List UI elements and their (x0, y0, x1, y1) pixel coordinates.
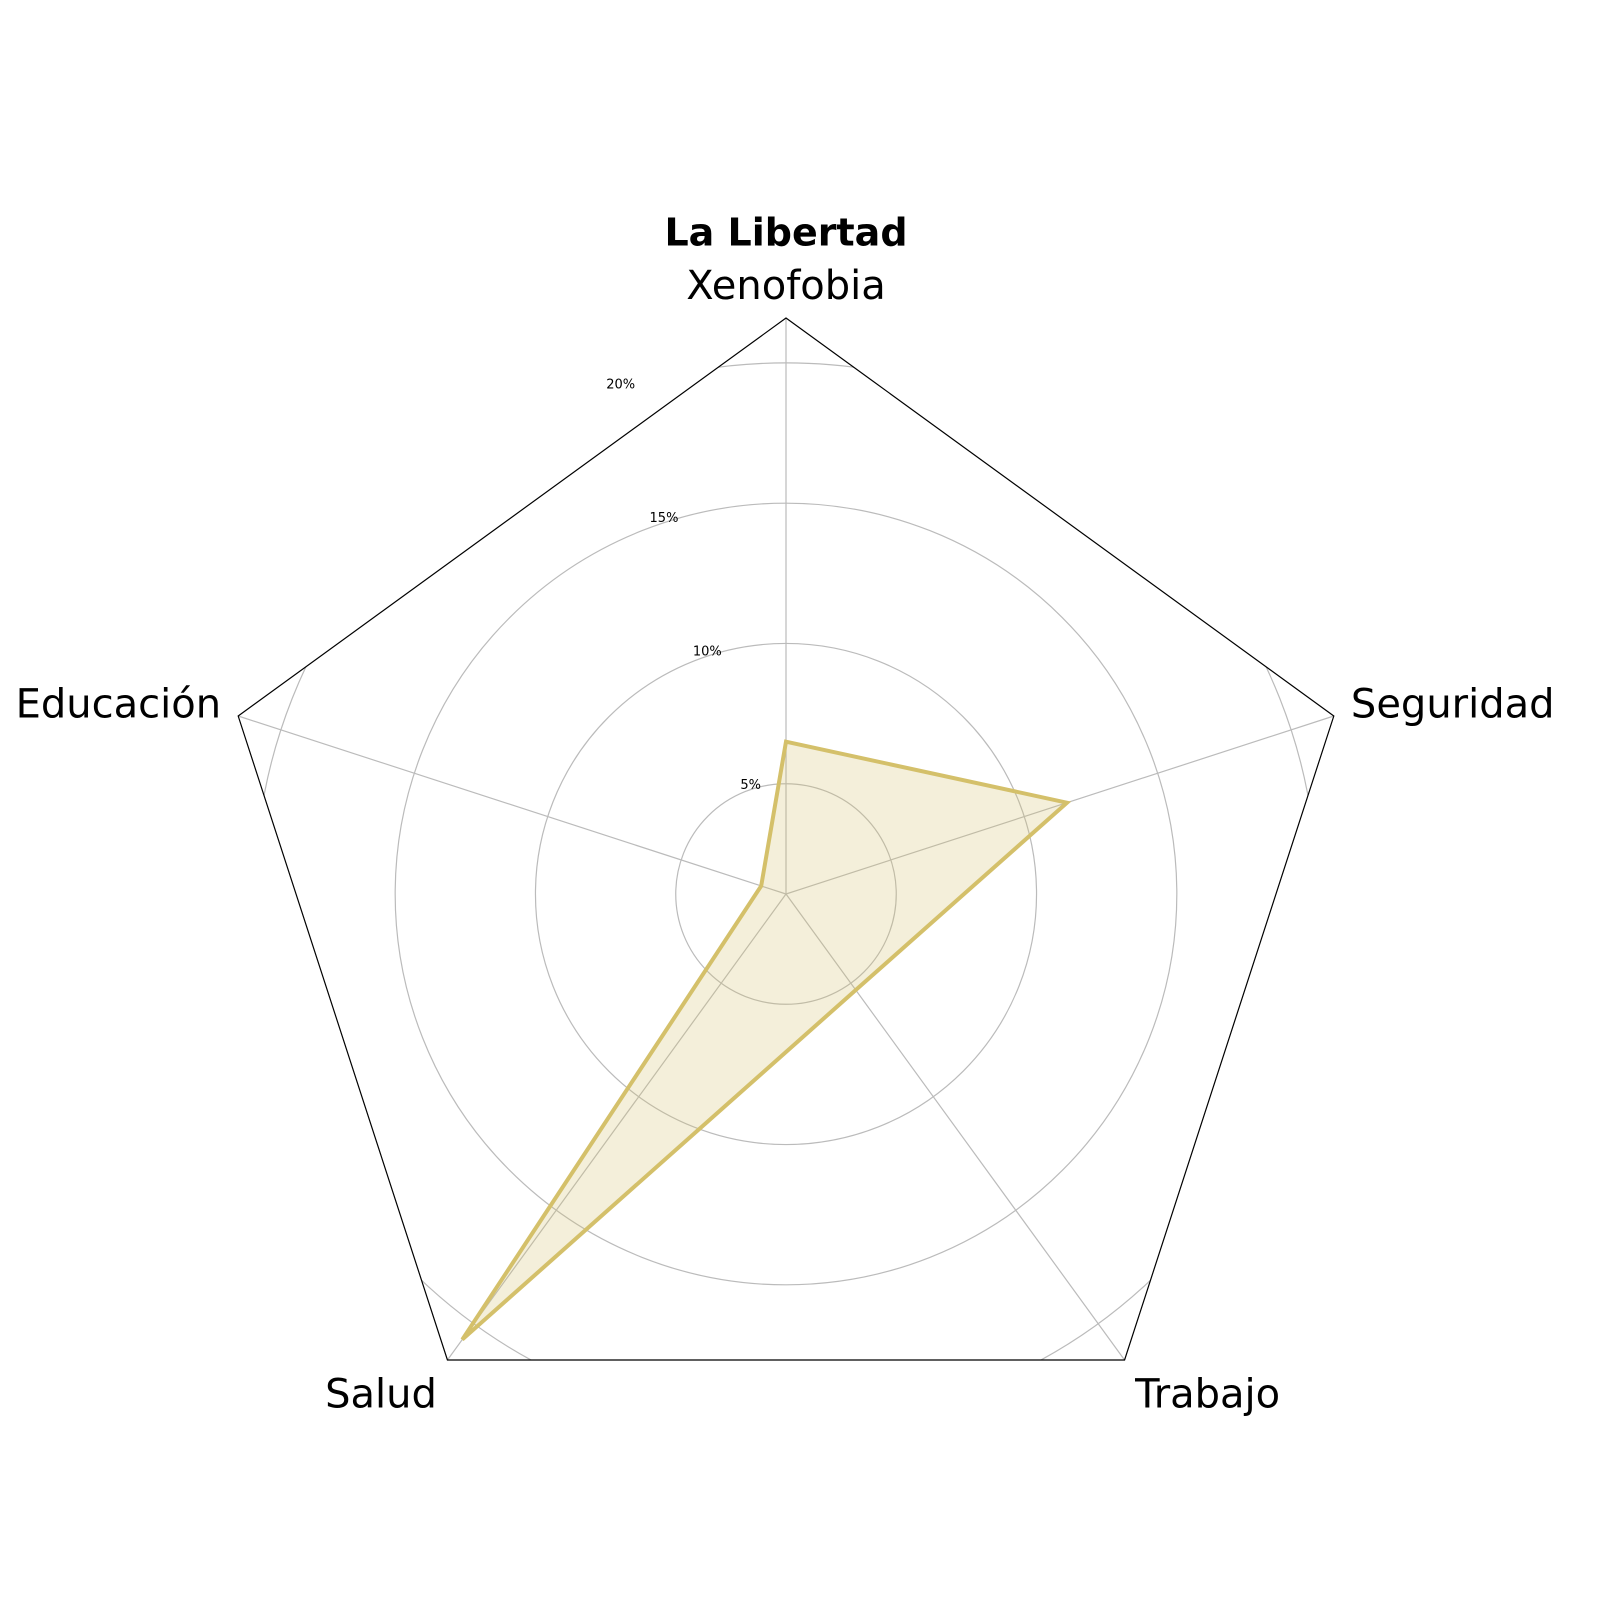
spoke (446, 893, 787, 1361)
category-label: Seguridad (1351, 682, 1555, 728)
r-tick-label: 10% (693, 644, 722, 659)
spoke (785, 715, 1334, 895)
category-label: Salud (325, 1371, 437, 1417)
category-label: Educación (16, 682, 221, 728)
series-area (460, 739, 1072, 1342)
category-label: Trabajo (1134, 1371, 1280, 1417)
r-tick-label: 20% (606, 378, 635, 393)
spoke (238, 715, 787, 895)
r-tick-label: 5% (740, 778, 761, 793)
r-tick-label: 15% (650, 511, 679, 526)
frame (237, 317, 1335, 1361)
spoke (785, 893, 1126, 1361)
category-label: Xenofobia (686, 263, 886, 309)
chart-title: La Libertad (664, 211, 907, 255)
